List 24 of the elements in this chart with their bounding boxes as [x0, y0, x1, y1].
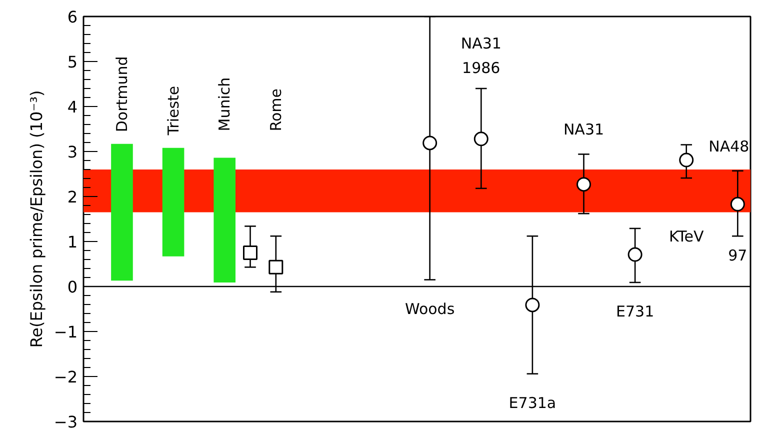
y-tick-label: 4: [67, 98, 78, 116]
annotation: E731: [616, 302, 654, 321]
y-tick-label: −2: [54, 368, 78, 386]
y-tick-label: −3: [54, 412, 78, 432]
y-tick-label: 5: [67, 52, 78, 72]
annotation: KTeV: [668, 228, 704, 246]
y-tick-label: 2: [67, 188, 78, 206]
y-axis-title: Re(Epsilon prime/Epsilon) (10⁻³): [26, 90, 46, 348]
y-tick-label: 3: [67, 142, 78, 162]
annotation: 97: [728, 246, 748, 265]
annotation: Rome: [266, 88, 285, 132]
annotation: E731a: [508, 394, 556, 412]
annotation: Munich: [216, 77, 234, 132]
y-tick-label: −1: [54, 322, 78, 342]
annotation: Trieste: [164, 86, 182, 136]
annotation: Dortmund: [112, 56, 131, 132]
annotation: NA31: [563, 120, 604, 138]
annotation: Woods: [405, 300, 455, 318]
annotation: NA31: [460, 34, 502, 52]
y-tick-label: 0: [67, 278, 78, 296]
annotation: 1986: [462, 58, 500, 77]
y-tick-label: 1: [67, 232, 78, 252]
y-tick-label: 6: [67, 8, 78, 26]
annotation: NA48: [708, 138, 750, 156]
